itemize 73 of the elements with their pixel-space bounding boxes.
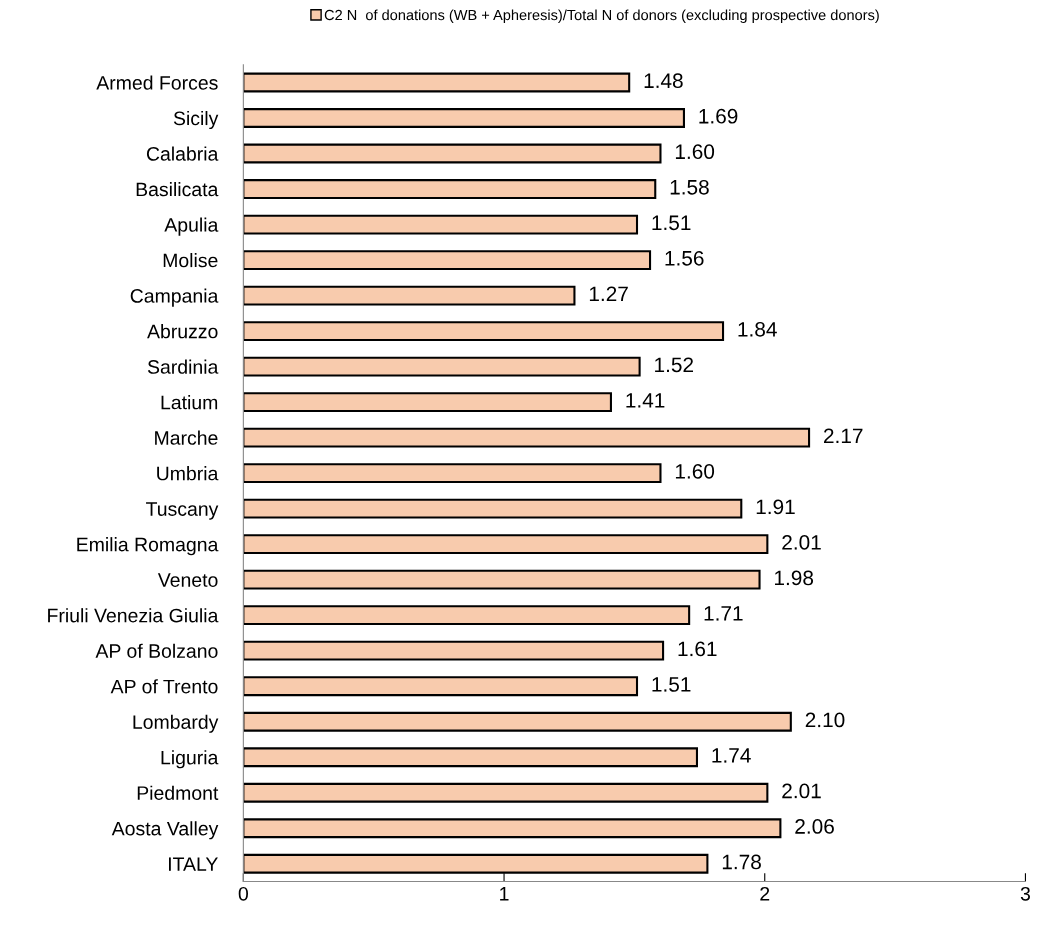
bar <box>243 356 641 377</box>
y-tick-label: Veneto <box>157 573 218 587</box>
bar <box>243 321 725 342</box>
bar <box>243 285 576 306</box>
y-tick-label: Calabria <box>146 146 219 161</box>
bar <box>243 747 699 768</box>
x-tick-label: 3 <box>1020 886 1030 901</box>
y-tick-label: Campania <box>130 288 219 307</box>
data-label: 1.69 <box>699 108 738 124</box>
data-label: 1.48 <box>644 73 683 89</box>
data-label: 1.27 <box>589 286 628 301</box>
y-tick-label: Apulia <box>164 217 219 236</box>
y-tick-label: Friuli Venezia Giulia <box>48 608 219 623</box>
data-label: 1.91 <box>756 499 795 515</box>
data-label: 1.51 <box>652 215 691 231</box>
data-label: 1.51 <box>652 677 691 692</box>
data-label: 1.84 <box>738 321 777 337</box>
bar <box>243 108 685 128</box>
bar <box>243 143 662 164</box>
data-label: 2.10 <box>805 712 845 728</box>
y-tick-label: Emilia Romagna <box>77 537 219 556</box>
data-label: 2.01 <box>782 535 821 550</box>
y-tick-label: Abruzzo <box>147 324 218 339</box>
data-label: 1.71 <box>704 606 743 621</box>
data-label: 1.78 <box>722 854 761 870</box>
x-tick-label: 1 <box>500 887 509 901</box>
data-label: 1.74 <box>712 748 751 763</box>
y-tick-label: Piedmont <box>137 785 219 800</box>
data-label: 2.06 <box>795 819 834 834</box>
legend-label: C2 N of donations (WB + Apheresis)/Total N of donors (excluding prospective donors) <box>324 9 879 24</box>
bar <box>243 640 665 661</box>
y-tick-label: Armed Forces <box>96 75 218 90</box>
bar <box>243 711 792 732</box>
bar <box>243 782 769 803</box>
data-label: 1.98 <box>775 570 814 586</box>
bar <box>243 463 662 484</box>
y-tick-label: Molise <box>163 253 218 268</box>
data-label: 2.17 <box>824 428 863 444</box>
bar <box>243 214 639 235</box>
x-tick-label: 2 <box>760 886 770 901</box>
data-label: 2.01 <box>782 783 821 799</box>
bar <box>243 676 639 697</box>
data-label: 1.52 <box>655 357 693 373</box>
bar <box>243 250 652 270</box>
bar <box>243 569 761 590</box>
y-tick-label: Liguria <box>161 750 219 769</box>
bar <box>243 72 631 93</box>
y-tick-label: Tuscany <box>146 502 219 520</box>
data-label: 1.56 <box>665 250 704 266</box>
data-label: 1.60 <box>675 144 715 160</box>
data-label: 1.41 <box>626 393 665 408</box>
y-tick-label: Marche <box>155 430 218 445</box>
y-tick-label: Aosta Valley <box>111 821 219 840</box>
bar <box>243 605 691 626</box>
y-tick-label: ITALY <box>168 857 218 871</box>
y-tick-label: Umbria <box>157 466 219 481</box>
bar <box>243 392 612 413</box>
bar <box>243 427 811 448</box>
bar <box>243 818 782 839</box>
bar <box>243 179 657 199</box>
x-tick-label: 0 <box>238 886 249 901</box>
y-tick-label: Sardinia <box>147 359 219 374</box>
data-label: 1.58 <box>670 179 709 195</box>
y-tick-label: Lombardy <box>133 714 219 733</box>
y-tick-label: AP of Trento <box>110 679 218 694</box>
bar <box>243 498 743 519</box>
y-tick-label: Latium <box>161 395 218 410</box>
y-tick-label: Sicily <box>173 110 219 130</box>
y-tick-label: Basilicata <box>136 182 219 197</box>
bar <box>243 534 769 555</box>
data-label: 1.60 <box>675 463 715 479</box>
data-label: 1.61 <box>678 641 717 657</box>
y-tick-label: AP of Bolzano <box>95 643 218 658</box>
